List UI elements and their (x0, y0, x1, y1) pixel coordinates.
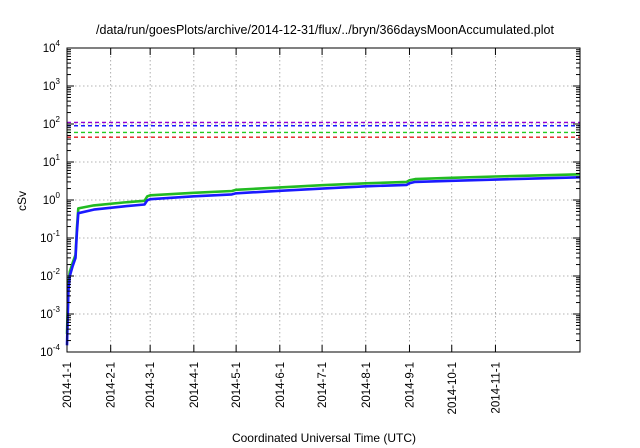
x-tick-label: 2014-11-1 (490, 362, 502, 414)
y-tick-label: 10-4 (40, 343, 60, 359)
x-axis-label: Coordinated Universal Time (UTC) (232, 431, 416, 445)
y-tick-exponent: 1 (56, 153, 61, 162)
x-tick-label: 2014-10-1 (447, 362, 459, 414)
x-tick-label: 2014-7-1 (317, 362, 329, 408)
y-axis-label: cSv (15, 191, 29, 211)
y-tick-base: 10 (40, 271, 53, 283)
y-tick-label: 104 (43, 39, 61, 55)
x-tick-label: 2014-2-1 (106, 362, 118, 408)
series-line (65, 176, 581, 346)
plot-frame (66, 47, 581, 353)
y-tick-base: 10 (43, 43, 56, 55)
y-tick-base: 10 (43, 119, 56, 131)
y-tick-base: 10 (40, 309, 53, 321)
y-tick-label: 102 (43, 115, 61, 131)
x-tick-label: 2014-6-1 (275, 362, 287, 408)
y-tick-base: 10 (43, 81, 56, 93)
x-tick-label: 2014-5-1 (231, 362, 243, 408)
reference-lines (67, 121, 580, 138)
y-tick-exponent: 3 (56, 77, 61, 86)
y-tick-label: 101 (43, 153, 61, 169)
y-tick-exponent: -1 (53, 229, 61, 238)
y-tick-base: 10 (40, 347, 53, 359)
y-tick-exponent: -2 (53, 267, 61, 276)
y-tick-base: 10 (43, 157, 56, 169)
y-tick-exponent: 2 (56, 115, 61, 124)
y-tick-label: 100 (43, 191, 61, 207)
y-tick-exponent: -4 (53, 343, 61, 352)
x-tick-label: 2014-9-1 (404, 362, 416, 408)
y-tick-exponent: -3 (53, 305, 61, 314)
x-tick-label: 2014-3-1 (145, 362, 157, 408)
y-tick-label: 10-2 (40, 267, 60, 283)
y-tick-label: 103 (43, 77, 61, 93)
y-tick-label: 10-1 (40, 229, 60, 245)
x-tick-label: 2014-8-1 (361, 362, 373, 408)
series-line (65, 173, 581, 334)
series-lines (65, 173, 581, 346)
y-tick-exponent: 0 (56, 191, 61, 200)
y-tick-base: 10 (43, 195, 56, 207)
x-tick-label: 2014-1-1 (62, 362, 74, 408)
x-tick-label: 2014-4-1 (189, 362, 201, 408)
y-tick-label: 10-3 (40, 305, 60, 321)
y-tick-exponent: 4 (56, 39, 61, 48)
y-tick-base: 10 (40, 233, 53, 245)
chart-title: /data/run/goesPlots/archive/2014-12-31/f… (96, 23, 554, 37)
